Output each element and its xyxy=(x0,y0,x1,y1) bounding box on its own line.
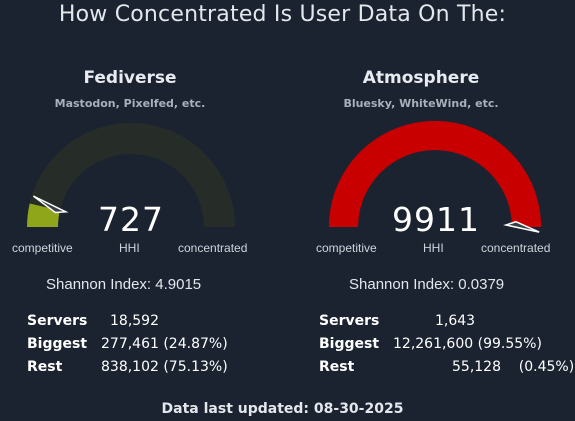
stat-row-servers: Servers 18,592 xyxy=(27,313,267,336)
hhi-label: HHI xyxy=(119,241,140,255)
stat-row-rest: Rest 55,128 (0.45%) xyxy=(319,359,574,382)
stat-label: Rest xyxy=(319,359,355,375)
competitive-label: competitive xyxy=(316,241,377,255)
stat-label: Biggest xyxy=(27,336,88,352)
stat-value: 277,461 (24.87%) xyxy=(101,336,228,352)
stat-value: 838,102 (75.13%) xyxy=(101,359,228,375)
page-title: How Concentrated Is User Data On The: xyxy=(58,2,507,27)
stat-row-rest: Rest 838,102 (75.13%) xyxy=(27,359,267,382)
stats-table: Servers 1,643 Biggest 12,261,600 (99.55%… xyxy=(319,313,574,382)
stat-value: 18,592 xyxy=(110,313,159,329)
atmosphere-panel: Atmosphere Bluesky, WhiteWind, etc. 9911… xyxy=(287,0,574,421)
panel-title: Atmosphere xyxy=(362,68,480,88)
hhi-value: 9911 xyxy=(392,200,480,239)
stat-row-servers: Servers 1,643 xyxy=(319,313,569,336)
stat-label: Servers xyxy=(27,313,88,329)
shannon-index: Shannon Index: 0.0379 xyxy=(349,276,505,293)
gauge-needle xyxy=(503,220,540,233)
stats-table: Servers 18,592 Biggest 277,461 (24.87%) … xyxy=(27,313,267,382)
gauge-value-fill xyxy=(329,120,541,227)
fediverse-gauge xyxy=(27,123,235,227)
stat-label: Biggest xyxy=(319,336,380,352)
stat-row-biggest: Biggest 12,261,600 (99.55%) xyxy=(319,336,569,359)
concentrated-label: concentrated xyxy=(178,241,248,255)
hhi-value: 727 xyxy=(98,200,164,239)
stat-row-biggest: Biggest 277,461 (24.87%) xyxy=(27,336,267,359)
gauge-needle xyxy=(33,195,69,214)
panel-title: Fediverse xyxy=(83,68,177,88)
concentrated-label: concentrated xyxy=(481,241,551,255)
stat-value: 55,128 (0.45%) xyxy=(452,359,575,375)
competitive-label: competitive xyxy=(12,241,73,255)
last-updated: Data last updated: 08-30-2025 xyxy=(161,401,404,417)
stat-label: Rest xyxy=(27,359,63,375)
panel-subtitle: Mastodon, Pixelfed, etc. xyxy=(54,97,206,110)
fediverse-panel: Fediverse Mastodon, Pixelfed, etc. 727 c… xyxy=(0,0,287,421)
stat-value: 12,261,600 (99.55%) xyxy=(393,336,542,352)
stat-label: Servers xyxy=(319,313,380,329)
panel-subtitle: Bluesky, WhiteWind, etc. xyxy=(343,97,499,110)
hhi-label: HHI xyxy=(423,241,444,255)
gauge-track xyxy=(27,123,235,227)
shannon-index: Shannon Index: 4.9015 xyxy=(46,276,202,293)
stat-value: 1,643 xyxy=(435,313,476,329)
atmosphere-gauge xyxy=(329,120,541,233)
